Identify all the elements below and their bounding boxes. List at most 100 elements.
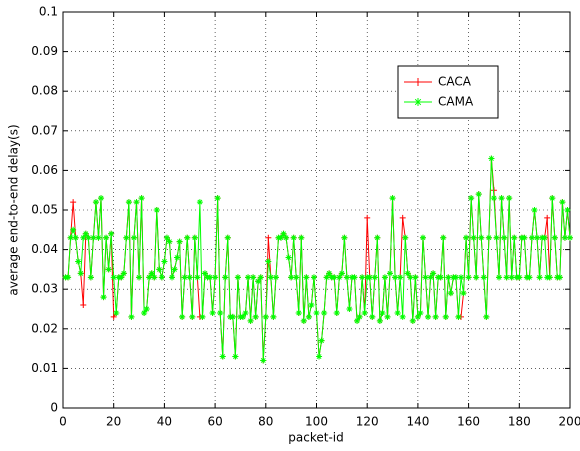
point-marker <box>541 234 548 241</box>
point-marker <box>455 313 462 320</box>
point-marker <box>128 313 135 320</box>
x-axis-label: packet-id <box>288 431 343 445</box>
point-marker <box>288 274 295 281</box>
point-marker <box>366 274 373 281</box>
x-tick-label: 180 <box>508 415 531 429</box>
point-marker <box>163 234 170 241</box>
point-marker <box>82 230 89 237</box>
point-marker <box>437 274 444 281</box>
point-marker <box>189 313 196 320</box>
point-marker <box>371 274 378 281</box>
point-marker <box>402 234 409 241</box>
point-marker <box>318 337 325 344</box>
legend-marker <box>414 78 422 86</box>
point-marker <box>158 274 165 281</box>
point-marker <box>118 274 125 281</box>
point-marker <box>321 309 328 316</box>
point-marker <box>475 191 482 198</box>
x-tick-label: 40 <box>157 415 172 429</box>
point-marker <box>496 274 503 281</box>
point-marker <box>247 317 254 324</box>
point-marker <box>305 313 312 320</box>
point-marker <box>146 274 153 281</box>
point-marker <box>452 274 459 281</box>
point-marker <box>417 309 424 316</box>
y-tick-label: 0.07 <box>31 123 58 137</box>
point-marker <box>498 195 505 202</box>
point-marker <box>110 274 117 281</box>
point-marker <box>105 266 112 273</box>
point-marker <box>125 199 132 206</box>
x-tick-label: 80 <box>258 415 273 429</box>
point-marker <box>567 234 573 241</box>
point-marker <box>379 309 386 316</box>
point-marker <box>511 234 518 241</box>
point-marker <box>376 317 383 324</box>
y-axis-label: average end-to-end delay(s) <box>7 124 21 295</box>
point-marker <box>130 234 137 241</box>
point-marker <box>280 230 287 237</box>
point-marker <box>169 274 176 281</box>
legend-box <box>397 65 499 119</box>
point-marker <box>151 274 158 281</box>
point-marker <box>176 238 183 245</box>
point-marker <box>70 199 77 206</box>
point-marker <box>272 274 279 281</box>
point-marker <box>65 274 72 281</box>
y-tick-label: 0.03 <box>31 282 58 296</box>
point-marker <box>265 258 272 265</box>
point-marker <box>442 313 449 320</box>
point-marker <box>303 274 310 281</box>
point-marker <box>387 270 394 277</box>
point-marker <box>113 309 120 316</box>
point-marker <box>214 195 221 202</box>
point-marker <box>397 274 404 281</box>
point-marker <box>422 274 429 281</box>
point-marker <box>148 270 155 277</box>
point-marker <box>212 274 219 281</box>
point-marker <box>199 313 206 320</box>
point-marker <box>260 357 267 364</box>
point-marker <box>136 274 143 281</box>
point-marker <box>242 309 249 316</box>
point-marker <box>245 274 252 281</box>
point-marker <box>232 353 239 360</box>
point-marker <box>77 270 84 277</box>
point-marker <box>483 313 490 320</box>
point-marker <box>201 270 208 277</box>
point-marker <box>255 278 262 285</box>
point-marker <box>343 274 350 281</box>
point-marker <box>384 313 391 320</box>
point-marker <box>445 274 452 281</box>
point-marker <box>295 309 302 316</box>
point-marker <box>404 270 411 277</box>
point-marker <box>265 234 272 241</box>
y-tick-label: 0.02 <box>31 321 58 335</box>
point-marker <box>313 309 320 316</box>
point-marker <box>257 274 264 281</box>
point-marker <box>156 266 163 273</box>
point-marker <box>290 234 297 241</box>
point-marker <box>87 274 94 281</box>
point-marker <box>75 258 82 265</box>
x-tick-label: 140 <box>406 415 429 429</box>
point-marker <box>174 254 181 261</box>
point-marker <box>346 306 353 312</box>
point-marker <box>95 234 102 241</box>
point-marker <box>501 234 508 241</box>
point-marker <box>239 313 246 320</box>
point-marker <box>536 274 543 281</box>
point-marker <box>80 302 87 309</box>
point-marker <box>217 309 224 316</box>
point-marker <box>470 234 477 241</box>
point-marker <box>323 274 330 281</box>
legend-label: CAMA <box>438 95 474 109</box>
y-tick-label: 0.1 <box>39 5 58 19</box>
point-marker <box>412 274 419 281</box>
point-marker <box>166 238 173 245</box>
point-marker <box>528 234 535 241</box>
point-marker <box>409 317 416 324</box>
point-marker <box>283 234 290 241</box>
point-marker <box>338 270 345 277</box>
